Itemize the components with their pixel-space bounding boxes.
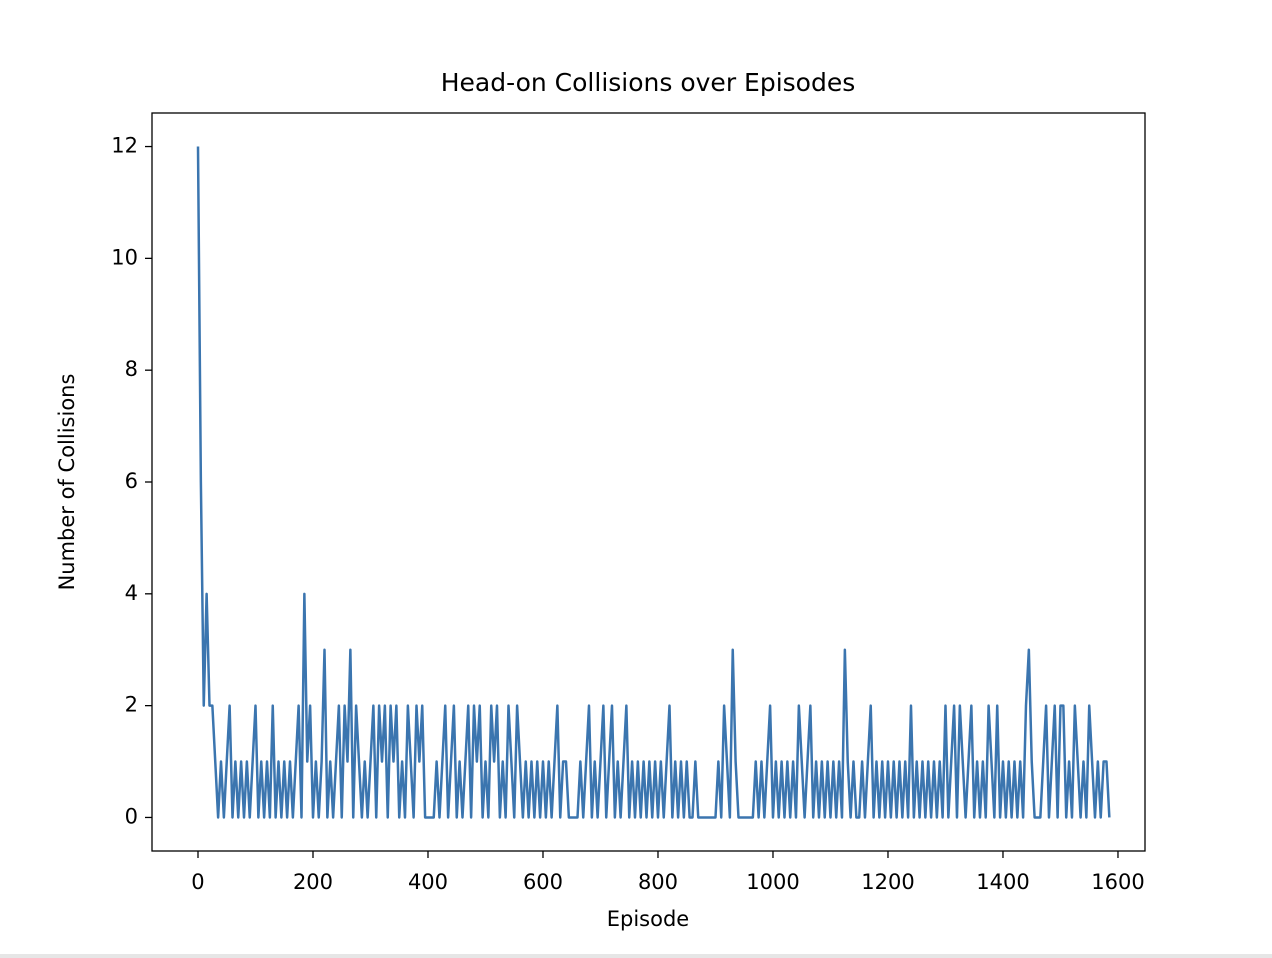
y-tick-label: 12 [111, 134, 138, 158]
bottom-strip [0, 954, 1272, 958]
y-tick-label: 6 [125, 469, 138, 493]
x-axis-label: Episode [607, 907, 689, 931]
data-line [196, 146, 1111, 819]
y-tick-label: 4 [125, 581, 138, 605]
y-tick-label: 0 [125, 804, 138, 828]
x-tick-label: 1600 [1091, 870, 1144, 894]
x-tick-label: 1000 [746, 870, 799, 894]
y-tick-label: 2 [125, 693, 138, 717]
x-tick-label: 1200 [861, 870, 914, 894]
x-tick-label: 400 [408, 870, 448, 894]
plot-frame [151, 112, 1146, 852]
x-tick-label: 800 [638, 870, 678, 894]
x-tick-label: 1400 [976, 870, 1029, 894]
y-tick-label: 8 [125, 357, 138, 381]
chart-title: Head-on Collisions over Episodes [441, 68, 856, 97]
y-tick-label: 10 [111, 245, 138, 269]
x-tick-label: 600 [523, 870, 563, 894]
y-axis-label: Number of Collisions [55, 374, 79, 591]
x-tick-label: 200 [293, 870, 333, 894]
x-tick-label: 0 [191, 870, 204, 894]
